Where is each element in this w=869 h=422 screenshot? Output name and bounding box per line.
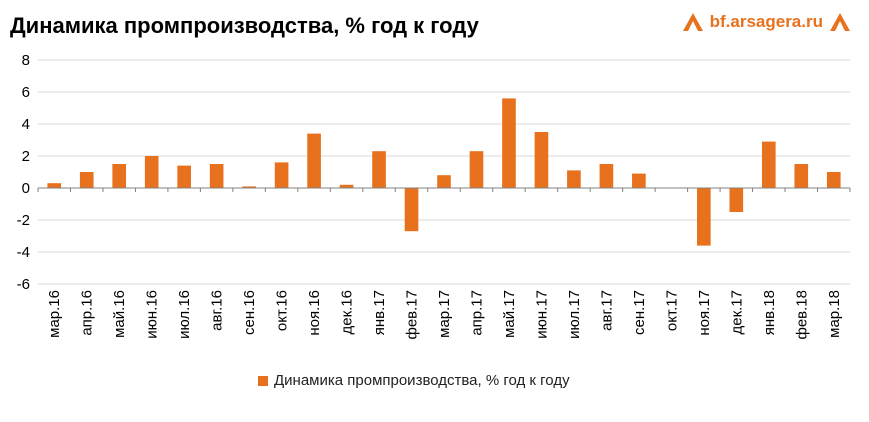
bar bbox=[307, 133, 321, 188]
bar bbox=[632, 173, 646, 188]
x-tick-label: май.17 bbox=[501, 290, 518, 338]
bar bbox=[826, 172, 841, 188]
legend-label: Динамика промпроизводства, % год к году bbox=[274, 372, 570, 389]
y-tick-label: 2 bbox=[22, 148, 30, 165]
gridlines bbox=[38, 59, 850, 285]
x-tick-label: апр.16 bbox=[79, 290, 96, 336]
x-tick-label: окт.16 bbox=[274, 290, 291, 331]
x-tick-label: авг.16 bbox=[209, 290, 226, 331]
x-tick-label: ноя.17 bbox=[696, 290, 713, 336]
logo-text: bf.arsagera.ru bbox=[709, 12, 823, 31]
bar bbox=[534, 132, 549, 188]
x-tick-label: янв.17 bbox=[371, 290, 388, 335]
bar bbox=[794, 164, 809, 188]
x-tick-label: апр.17 bbox=[468, 290, 485, 336]
bar bbox=[177, 165, 191, 188]
x-tick-label: янв.18 bbox=[761, 290, 778, 335]
x-tick-label: фев.17 bbox=[404, 290, 421, 340]
x-tick-label: мар.17 bbox=[436, 290, 453, 338]
x-tick-label: ноя.16 bbox=[306, 290, 323, 336]
bar bbox=[567, 170, 581, 188]
y-tick-label: 0 bbox=[22, 180, 30, 197]
y-tick-label: -6 bbox=[17, 276, 30, 293]
bar bbox=[599, 164, 614, 188]
x-tick-label: сен.17 bbox=[631, 290, 648, 335]
y-tick-label: -2 bbox=[17, 212, 30, 229]
bar bbox=[274, 162, 289, 188]
bar bbox=[144, 156, 159, 188]
legend-swatch bbox=[258, 375, 268, 386]
y-tick-label: 4 bbox=[22, 116, 30, 133]
brand-logo[interactable]: bf.arsagera.ru bbox=[682, 12, 851, 32]
bar bbox=[372, 151, 386, 188]
x-tick-label: фев.18 bbox=[793, 290, 810, 340]
x-tick-label: дек.16 bbox=[339, 290, 356, 335]
y-tick-label: 8 bbox=[22, 52, 30, 69]
x-tick-label: май.16 bbox=[111, 290, 128, 338]
bar bbox=[437, 175, 451, 188]
x-axis-ticks: мар.16 апр.16 май.16 июн.16 июл.16 авг.16 сен.… bbox=[46, 290, 843, 340]
arsagera-logo-icon bbox=[682, 13, 703, 31]
y-tick-label: -4 bbox=[17, 244, 30, 261]
legend: Динамика промпроизводства, % год к году bbox=[258, 372, 570, 389]
x-tick-label: мар.18 bbox=[826, 290, 843, 338]
y-tick-label: 6 bbox=[22, 84, 30, 101]
bar bbox=[697, 188, 711, 246]
x-tick-label: сен.16 bbox=[241, 290, 258, 335]
arsagera-logo-icon-right bbox=[830, 13, 850, 31]
x-tick-label: дек.17 bbox=[728, 290, 745, 335]
bar bbox=[404, 188, 419, 232]
bar bbox=[729, 188, 744, 212]
bar bbox=[502, 98, 516, 188]
bar bbox=[209, 164, 224, 188]
bar bbox=[112, 164, 127, 188]
bar bbox=[339, 184, 354, 188]
x-tick-label: июн.16 bbox=[144, 290, 161, 339]
x-tick-label: июн.17 bbox=[533, 290, 550, 339]
chart-title: Динамика промпроизводства, % год к году bbox=[10, 13, 479, 38]
y-axis-ticks: -6 -4 -2 0 2 4 6 8 bbox=[17, 52, 30, 293]
bar bbox=[761, 141, 776, 188]
x-tick-label: окт.17 bbox=[663, 290, 680, 331]
bars bbox=[47, 98, 841, 246]
bar bbox=[242, 186, 256, 188]
bar bbox=[469, 151, 484, 188]
bar bbox=[47, 183, 62, 188]
x-tick-label: мар.16 bbox=[46, 290, 63, 338]
x-tick-label: авг.17 bbox=[598, 290, 615, 331]
x-axis bbox=[37, 187, 851, 192]
x-tick-label: июл.16 bbox=[176, 290, 193, 339]
x-tick-label: июл.17 bbox=[566, 290, 583, 339]
bar bbox=[79, 172, 94, 188]
